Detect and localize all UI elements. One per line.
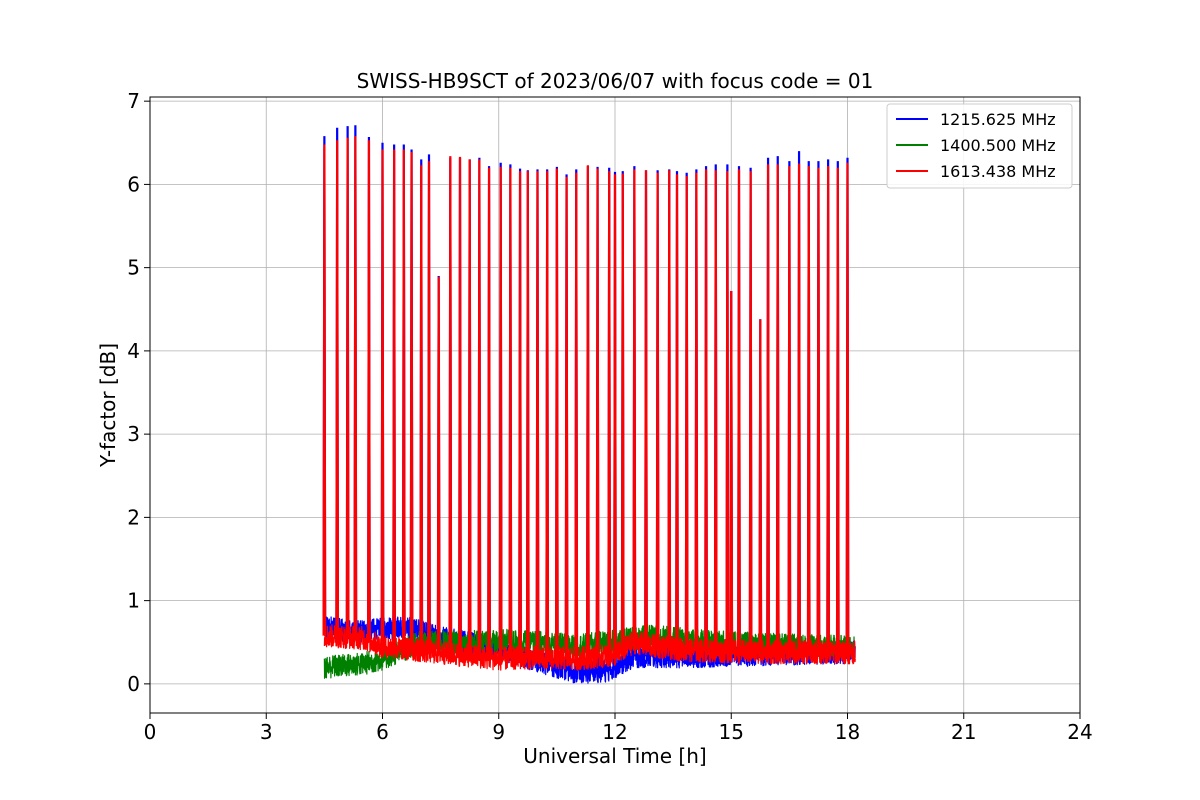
series-peak-2-0 bbox=[322, 144, 327, 636]
series-peak-2-46 bbox=[775, 164, 780, 653]
x-tick-label: 24 bbox=[1067, 720, 1092, 744]
series-peak-2-48 bbox=[797, 163, 801, 653]
series-peak-2-15 bbox=[477, 159, 482, 657]
series-peak-2-12 bbox=[448, 156, 453, 654]
legend-box bbox=[886, 103, 1073, 189]
y-tick-label: 6 bbox=[127, 172, 140, 196]
x-tick-label: 6 bbox=[376, 720, 389, 744]
series-peak-2-24 bbox=[564, 176, 569, 659]
series-peak-2-17 bbox=[498, 166, 503, 659]
legend-label-1: 1400.500 MHz bbox=[940, 136, 1056, 155]
legend-label-2: 1613.438 MHz bbox=[940, 162, 1056, 181]
plot-series bbox=[322, 125, 856, 684]
series-peak-2-44 bbox=[758, 319, 763, 653]
series-peak-2-8 bbox=[409, 151, 414, 650]
series-peak-2-10 bbox=[427, 161, 431, 652]
series-peak-2-36 bbox=[684, 176, 689, 650]
series-peak-2-26 bbox=[586, 165, 590, 658]
series-peak-2-29 bbox=[613, 174, 617, 655]
x-tick-label: 21 bbox=[951, 720, 976, 744]
series-peak-2-14 bbox=[467, 159, 472, 656]
series-peak-2-31 bbox=[632, 169, 637, 643]
series-peak-2-18 bbox=[508, 167, 513, 659]
series-peak-2-13 bbox=[458, 156, 462, 655]
series-peak-2-11 bbox=[436, 276, 441, 653]
series-peak-2-1 bbox=[335, 140, 340, 637]
y-tick-label: 3 bbox=[127, 422, 140, 446]
series-peak-2-25 bbox=[574, 172, 579, 659]
series-peak-2-51 bbox=[826, 166, 830, 653]
series-peak-2-28 bbox=[607, 171, 612, 656]
series-peak-2-2 bbox=[345, 137, 350, 638]
series-peak-2-52 bbox=[835, 167, 840, 653]
series-peak-2-20 bbox=[525, 171, 530, 658]
y-tick-label: 1 bbox=[127, 589, 140, 613]
series-peak-2-30 bbox=[620, 173, 625, 650]
x-axis-label: Universal Time [h] bbox=[523, 744, 706, 768]
series-peak-2-45 bbox=[766, 164, 770, 653]
series-peak-2-43 bbox=[748, 171, 753, 652]
y-axis-label: Y-factor [dB] bbox=[96, 343, 120, 468]
series-peak-2-38 bbox=[704, 169, 708, 651]
series-peak-2-32 bbox=[644, 170, 648, 645]
legend: 1215.625 MHz 1400.500 MHz 1613.438 MHz bbox=[886, 103, 1073, 189]
x-tick-label: 0 bbox=[144, 720, 157, 744]
series-peak-2-21 bbox=[535, 171, 540, 658]
series-peak-2-47 bbox=[787, 166, 792, 653]
series-peak-2-3 bbox=[353, 136, 358, 638]
series-peak-2-40 bbox=[725, 171, 730, 652]
x-tick-label: 18 bbox=[835, 720, 860, 744]
series-peak-2-9 bbox=[419, 165, 424, 651]
series-peak-2-5 bbox=[380, 149, 385, 647]
series-peak-2-34 bbox=[667, 170, 672, 649]
series-peak-2-23 bbox=[555, 168, 559, 659]
series-peak-2-27 bbox=[595, 168, 600, 657]
series-peak-2-53 bbox=[845, 162, 850, 653]
series-peak-2-37 bbox=[694, 172, 699, 651]
y-tick-label: 7 bbox=[127, 89, 140, 113]
x-tick-label: 12 bbox=[602, 720, 627, 744]
x-tick-label: 9 bbox=[492, 720, 505, 744]
x-tick-label: 15 bbox=[719, 720, 744, 744]
series-peak-2-19 bbox=[518, 171, 522, 658]
y-tick-label: 0 bbox=[127, 672, 140, 696]
series-peak-2-22 bbox=[545, 171, 550, 658]
chart-title: SWISS-HB9SCT of 2023/06/07 with focus co… bbox=[357, 69, 874, 93]
y-tick-label: 4 bbox=[127, 339, 140, 363]
series-peak-2-33 bbox=[655, 172, 660, 647]
series-peak-2-6 bbox=[392, 149, 396, 648]
y-tick-label: 2 bbox=[127, 505, 140, 529]
series-peak-2-7 bbox=[401, 149, 406, 649]
series-peak-2-50 bbox=[816, 167, 821, 653]
series-peak-2-49 bbox=[806, 166, 811, 653]
series-peak-2-42 bbox=[737, 169, 741, 652]
series-peak-2-39 bbox=[713, 170, 718, 652]
legend-label-0: 1215.625 MHz bbox=[940, 110, 1056, 129]
x-tick-label: 3 bbox=[260, 720, 273, 744]
series-peak-2-4 bbox=[367, 140, 371, 641]
series-peak-2-35 bbox=[675, 174, 679, 649]
series-peak-2-41 bbox=[729, 290, 734, 652]
series-peak-2-16 bbox=[487, 167, 491, 658]
y-tick-label: 5 bbox=[127, 256, 140, 280]
